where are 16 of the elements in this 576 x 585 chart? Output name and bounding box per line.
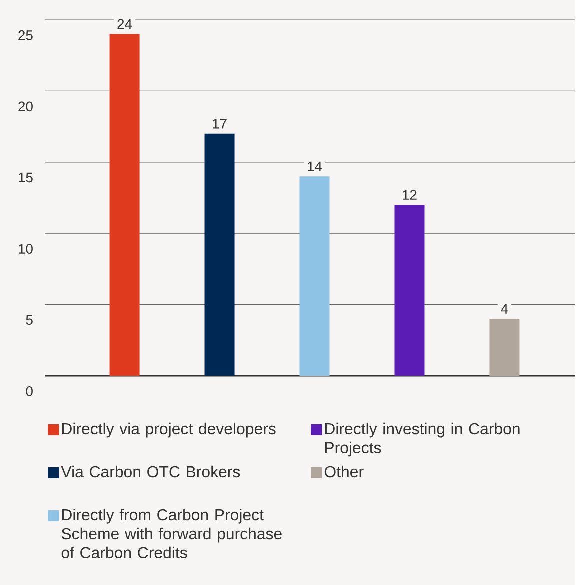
legend-label: Other (325, 466, 364, 478)
y-tick-label: 20 (18, 102, 34, 112)
data-label: 12 (403, 190, 417, 200)
y-tick-label: 15 (19, 172, 33, 183)
legend-label: Via Carbon OTC Brokers (61, 466, 240, 478)
y-tick-label: 5 (26, 315, 33, 326)
legend-label: Directly from Carbon Project Scheme with forward purchase of Carbon Credits (62, 508, 282, 559)
data-label: 14 (308, 162, 322, 172)
legend-label: Directly investing in Carbon Projects (326, 422, 520, 457)
data-label: 17 (213, 119, 227, 129)
y-tick-label: 25 (18, 30, 33, 40)
legend-label: Directly via project developers (62, 422, 276, 438)
data-label: 4 (501, 304, 508, 314)
data-label: 24 (118, 19, 132, 30)
y-tick-label: 10 (19, 244, 34, 254)
y-tick-label: 0 (26, 386, 34, 396)
